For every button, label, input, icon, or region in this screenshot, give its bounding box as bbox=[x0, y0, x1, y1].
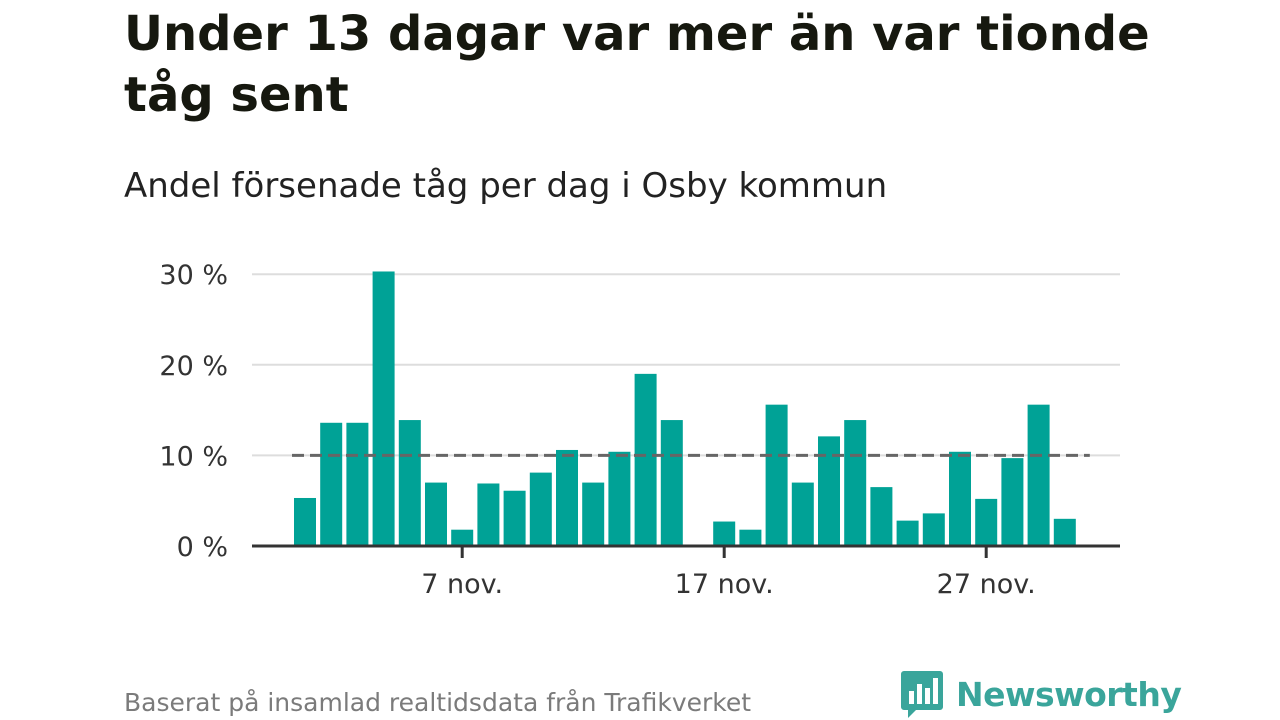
bar bbox=[1053, 518, 1076, 546]
bar bbox=[451, 529, 474, 546]
x-tick-label: 7 nov. bbox=[421, 569, 503, 600]
x-tick-label: 27 nov. bbox=[937, 569, 1036, 600]
bar bbox=[1027, 404, 1050, 546]
bar bbox=[320, 422, 343, 546]
brand-name: Newsworthy bbox=[956, 674, 1182, 714]
chart-subtitle: Andel försenade tåg per dag i Osby kommu… bbox=[124, 166, 888, 206]
bar bbox=[346, 422, 369, 546]
bar bbox=[870, 487, 893, 546]
bar bbox=[608, 451, 631, 546]
bar bbox=[791, 482, 814, 546]
bar bbox=[844, 420, 867, 546]
bar bbox=[294, 497, 316, 546]
bar bbox=[529, 472, 552, 546]
axes: 0 % 10 % 20 % 30 % 7 nov. 17 nov. 27 nov. bbox=[159, 260, 1120, 600]
bar bbox=[660, 420, 683, 546]
bar bbox=[922, 513, 945, 546]
newsworthy-logo-icon bbox=[901, 671, 943, 718]
bar bbox=[896, 520, 919, 546]
bar-chart: 0 % 10 % 20 % 30 % 7 nov. 17 nov. 27 nov. bbox=[159, 260, 1120, 600]
bar bbox=[634, 373, 657, 546]
grid-lines bbox=[252, 273, 1120, 457]
bar bbox=[818, 436, 840, 546]
bar bbox=[503, 490, 526, 546]
brand-logo: Newsworthy bbox=[900, 668, 1182, 720]
y-tick-label: 10 % bbox=[159, 441, 228, 472]
bar bbox=[713, 521, 736, 546]
bar bbox=[398, 420, 421, 546]
bar bbox=[425, 482, 447, 546]
x-tick-label: 17 nov. bbox=[675, 569, 774, 600]
bar bbox=[372, 271, 395, 546]
bar bbox=[739, 529, 762, 546]
bar bbox=[975, 498, 998, 546]
bar bbox=[1001, 458, 1024, 546]
bar bbox=[949, 451, 971, 546]
bar bbox=[477, 483, 500, 546]
bar bbox=[582, 482, 605, 546]
bar bbox=[556, 449, 578, 546]
y-tick-label: 20 % bbox=[159, 351, 228, 382]
bar bbox=[765, 404, 788, 546]
chart-title: Under 13 dagar var mer än var tionde tåg… bbox=[124, 6, 1150, 123]
bars bbox=[294, 271, 1076, 546]
y-tick-label: 30 % bbox=[159, 260, 228, 291]
y-tick-label: 0 % bbox=[177, 532, 228, 563]
source-note: Baserat på insamlad realtidsdata från Tr… bbox=[124, 688, 752, 717]
